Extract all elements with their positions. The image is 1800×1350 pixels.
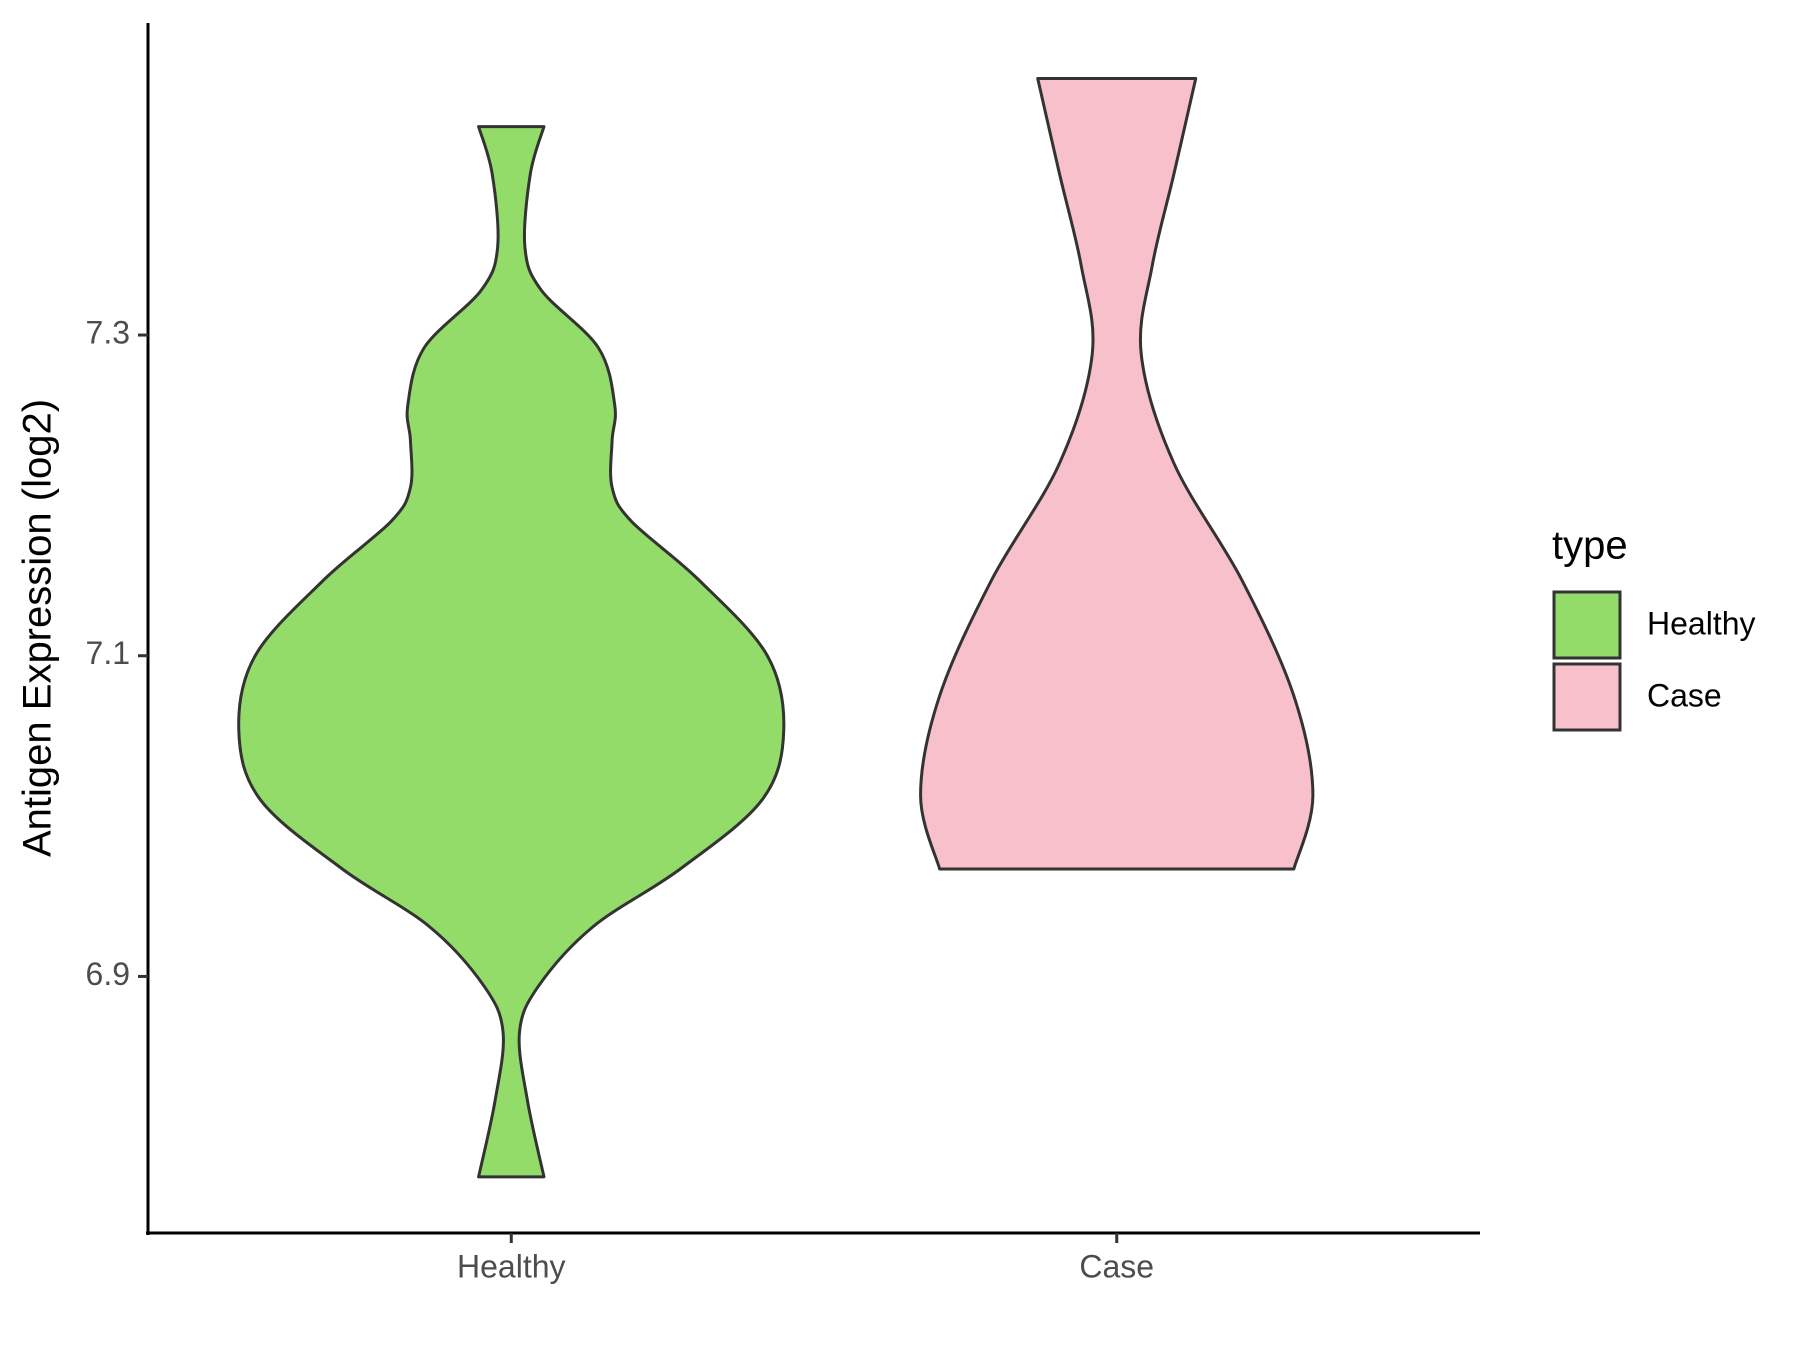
legend-title: type [1552, 524, 1628, 568]
y-tick-label: 7.1 [86, 635, 130, 671]
y-axis-title: Antigen Expression (log2) [16, 399, 60, 857]
x-tick-label: Case [1079, 1248, 1154, 1284]
legend-label: Healthy [1647, 605, 1756, 641]
violin [919, 76, 1315, 871]
legend-key [1552, 662, 1622, 732]
legend-key [1552, 590, 1622, 660]
y-tick-label: 7.3 [86, 314, 130, 350]
legend-label: Case [1647, 677, 1722, 713]
y-tick-label: 6.9 [86, 956, 130, 992]
x-tick-label: Healthy [457, 1248, 566, 1284]
violin [237, 125, 786, 1179]
